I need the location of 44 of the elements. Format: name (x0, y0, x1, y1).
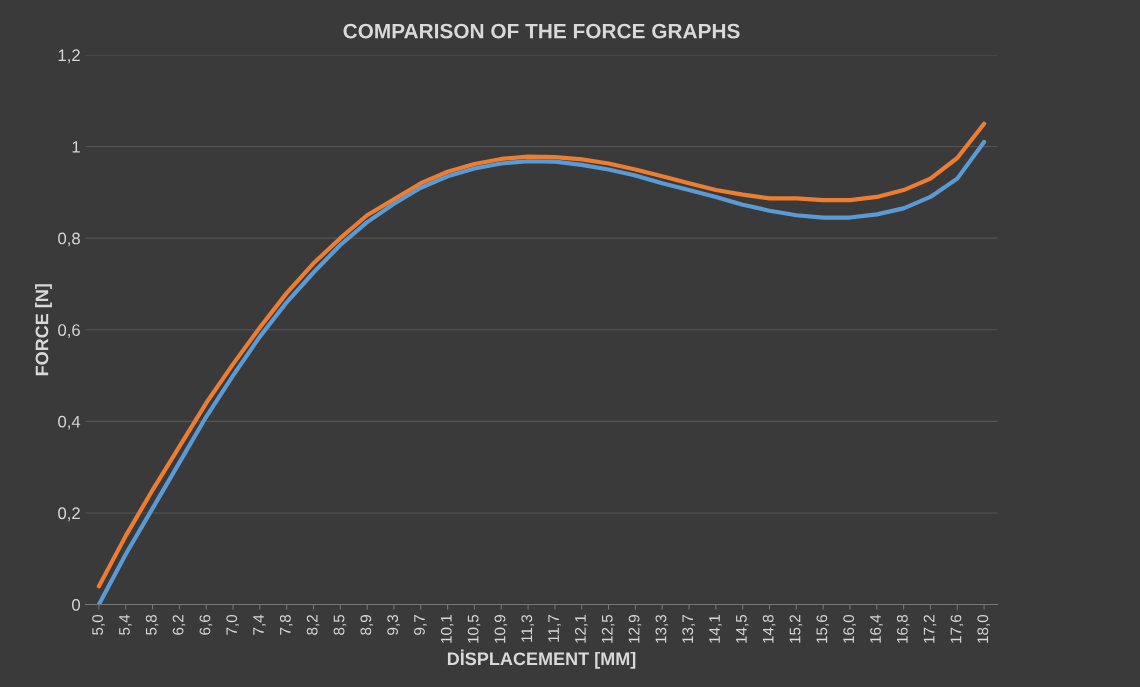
y-axis-title: FORCE [N] (35, 284, 52, 376)
x-tick-label: 8,2 (306, 615, 320, 635)
x-tick-label: 18,0 (977, 614, 990, 643)
y-tick-label: 0,8 (58, 232, 80, 247)
x-tick-label: 11,7 (548, 615, 561, 642)
x-tick-label: 14,5 (736, 614, 749, 643)
x-tick-label: 14,8 (762, 614, 776, 643)
x-tick-label: 14,1 (709, 615, 722, 643)
x-tick-label: 16,8 (896, 614, 910, 643)
x-tick-label: 15,6 (816, 614, 830, 643)
x-tick-label: 5,4 (119, 614, 132, 635)
x-tick-label: 9,7 (414, 615, 427, 635)
x-tick-label: 13,7 (682, 615, 695, 643)
x-tick-label: 8,9 (360, 615, 374, 635)
x-tick-label: 16,4 (870, 614, 883, 643)
x-tick-label: 16,0 (843, 614, 856, 643)
x-tick-label: 13,3 (655, 614, 669, 643)
x-tick-label: 10,5 (467, 614, 481, 643)
x-tick-label: 10,9 (494, 615, 508, 643)
x-axis-title: DİSPLACEMENT [MM] (447, 649, 636, 669)
chart-title: COMPARISON OF THE FORCE GRAPHS (343, 23, 740, 39)
x-tick-label: 7,4 (253, 614, 266, 635)
x-tick-label: 12,1 (575, 615, 588, 643)
x-tick-label: 7,0 (226, 614, 239, 635)
x-tick-label: 8,5 (333, 614, 347, 635)
x-tick-label: 5,8 (145, 614, 159, 635)
x-tick-label: 6,2 (172, 615, 186, 635)
x-tick-label: 12,9 (628, 615, 642, 643)
x-tick-label: 17,2 (923, 615, 937, 643)
y-tick-label: 1,2 (58, 49, 80, 64)
x-tick-label: 12,5 (601, 614, 615, 643)
y-tick-label: 0,2 (58, 507, 80, 522)
x-tick-label: 5,0 (92, 614, 105, 635)
x-tick-label: 15,2 (789, 615, 803, 643)
y-tick-label: 1 (72, 141, 80, 153)
x-tick-label: 9,3 (387, 614, 400, 635)
y-tick-label: 0,6 (58, 324, 80, 338)
x-tick-label: 7,8 (279, 614, 293, 635)
x-tick-label: 11,3 (521, 614, 534, 642)
y-tick-label: 0,4 (58, 415, 81, 430)
x-tick-label: 6,6 (199, 614, 213, 635)
y-tick-label: 0 (72, 598, 80, 611)
x-tick-label: 17,6 (950, 614, 964, 643)
x-tick-label: 10,1 (440, 615, 454, 643)
